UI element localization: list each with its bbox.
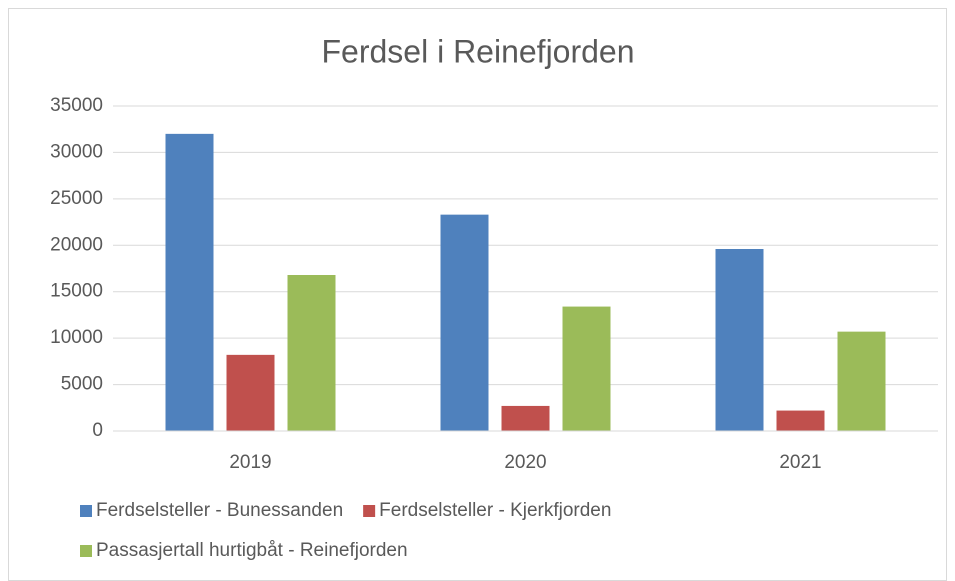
legend-label: Ferdselsteller - Kjerkfjorden — [379, 500, 611, 521]
y-tick-label: 0 — [92, 420, 103, 441]
y-tick-label: 10000 — [50, 327, 103, 348]
chart-title: Ferdsel i Reinefjorden — [321, 33, 634, 69]
legend-swatch — [80, 545, 92, 557]
x-tick-label: 2020 — [504, 452, 546, 473]
y-tick-label: 25000 — [50, 188, 103, 209]
y-tick-label: 30000 — [50, 141, 103, 162]
y-tick-label: 35000 — [50, 95, 103, 116]
legend-swatch — [80, 505, 92, 517]
bar — [226, 354, 275, 431]
bar — [715, 249, 764, 431]
legend-label: Ferdselsteller - Bunessanden — [96, 500, 343, 521]
legend-swatch — [363, 505, 376, 517]
bar — [776, 410, 825, 431]
bar — [287, 275, 336, 431]
bar — [501, 405, 550, 431]
y-tick-label: 5000 — [61, 374, 103, 395]
bar — [837, 331, 886, 431]
y-tick-label: 20000 — [50, 234, 103, 255]
legend-label: Passasjertall hurtigbåt - Reinefjorden — [96, 540, 408, 561]
y-tick-label: 15000 — [50, 281, 103, 302]
bar — [165, 133, 214, 431]
x-tick-label: 2019 — [229, 452, 271, 473]
x-tick-label: 2021 — [779, 452, 821, 473]
bar — [562, 306, 611, 431]
bar — [440, 214, 489, 431]
